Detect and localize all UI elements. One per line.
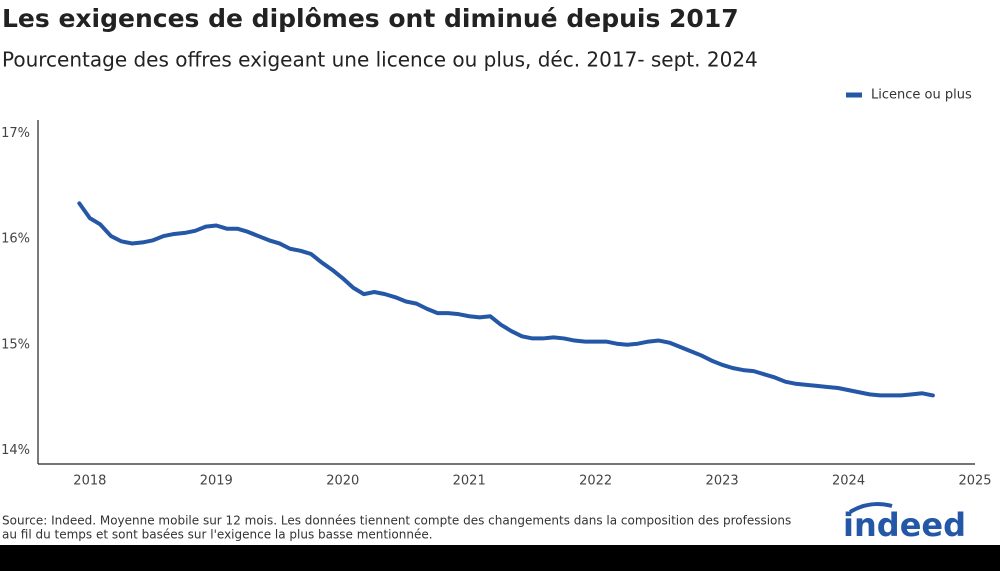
chart-subtitle: Pourcentage des offres exigeant une lice… (2, 48, 758, 72)
footer-bar (0, 545, 1000, 571)
x-tick-label: 2020 (326, 474, 359, 489)
logo-arc (848, 502, 893, 514)
x-tick-label: 2024 (832, 474, 865, 489)
logo: indeed (843, 506, 966, 544)
x-tick-label: 2018 (73, 474, 106, 489)
legend-label: Licence ou plus (871, 88, 972, 103)
chart-title: Les exigences de diplômes ont diminué de… (2, 4, 739, 33)
x-tick-label: 2021 (453, 474, 486, 489)
x-tick-label: 2022 (579, 474, 612, 489)
y-tick-label: 14% (1, 443, 30, 458)
y-tick-label: 17% (1, 126, 30, 141)
x-tick-label: 2023 (706, 474, 739, 489)
line-series (77, 201, 935, 398)
y-tick-label: 16% (1, 232, 30, 247)
source-note: au fil du temps et sont basées sur l'exi… (2, 528, 433, 542)
x-tick-label: 2025 (958, 474, 991, 489)
x-tick-label: 2019 (200, 474, 233, 489)
y-tick-label: 15% (1, 337, 30, 352)
source-note: Source: Indeed. Moyenne mobile sur 12 mo… (2, 514, 791, 528)
